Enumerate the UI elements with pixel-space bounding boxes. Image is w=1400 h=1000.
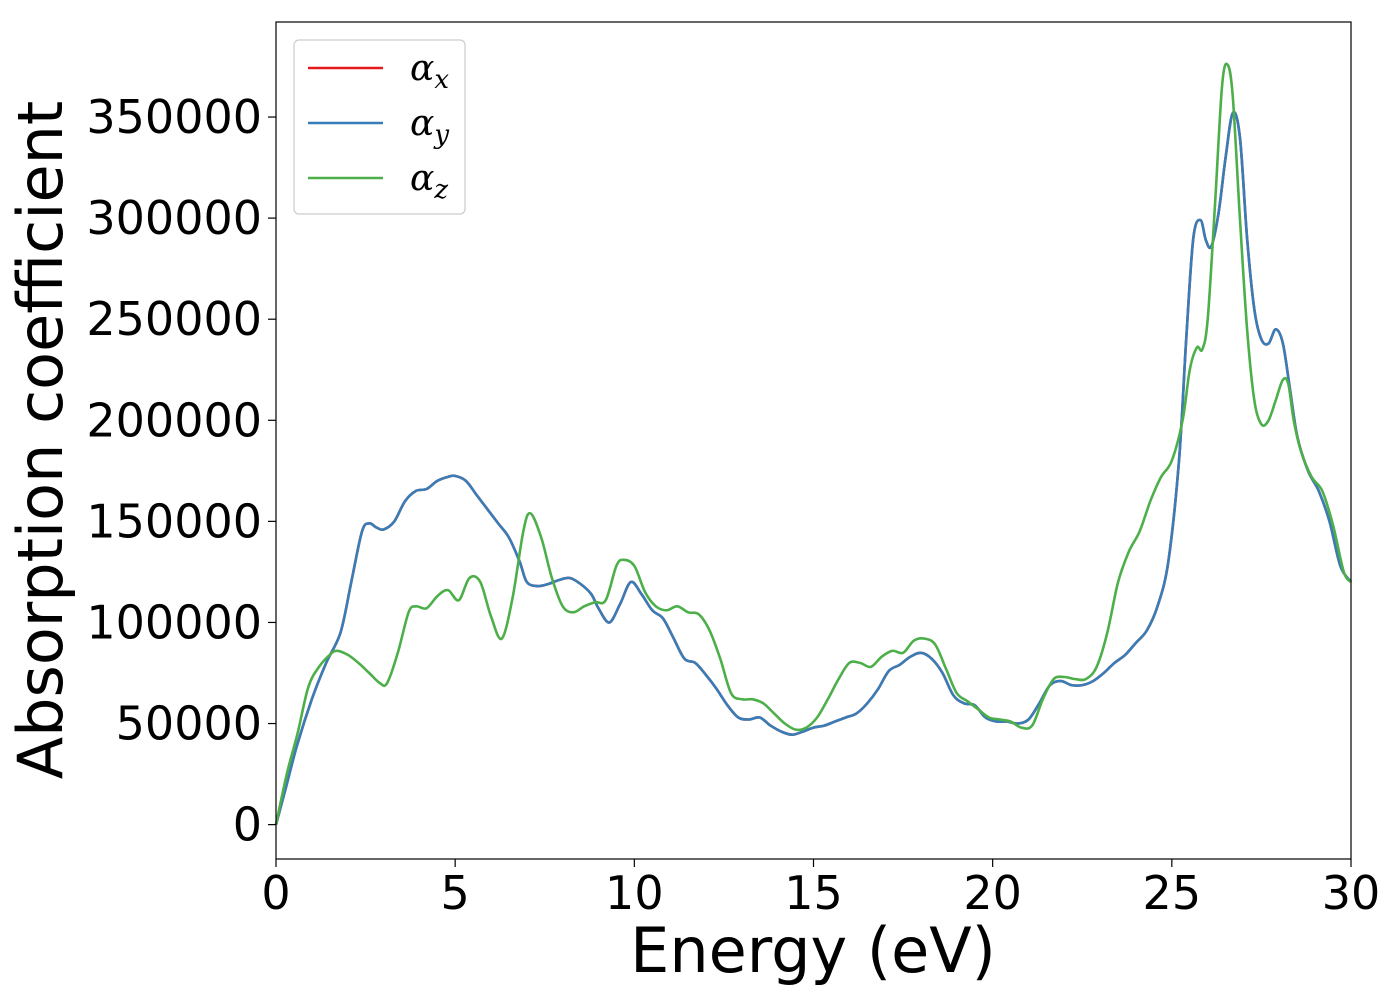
legend-box xyxy=(293,39,466,215)
series-layer xyxy=(274,62,1353,825)
y-tick-label: 0 xyxy=(233,798,262,852)
y-tick-label: 150000 xyxy=(86,494,262,548)
x-tick-label: 5 xyxy=(441,866,470,920)
x-tick-label: 20 xyxy=(963,866,1022,920)
x-tick-label: 15 xyxy=(784,866,843,920)
series-line-z xyxy=(274,62,1353,825)
y-axis-label: Absorption coefficient xyxy=(4,101,77,780)
y-tick-label: 350000 xyxy=(86,90,262,144)
y-tick-label: 100000 xyxy=(86,595,262,649)
series-line-y xyxy=(274,110,1353,825)
y-tick-label: 200000 xyxy=(86,393,262,447)
y-tick-label: 250000 xyxy=(86,292,262,346)
x-tick-label: 25 xyxy=(1143,866,1202,920)
x-tick-label: 30 xyxy=(1322,866,1381,920)
y-tick-label: 300000 xyxy=(86,191,262,245)
x-tick-label: 10 xyxy=(605,866,664,920)
x-axis-label: Energy (eV) xyxy=(630,914,996,987)
legend-label-y: αy xyxy=(410,103,449,150)
x-axis: 0 5 10 15 20 25 30 xyxy=(261,859,1380,920)
y-axis: 0 50000 100000 150000 200000 250000 300000 3500… xyxy=(86,90,276,852)
x-tick-label: 0 xyxy=(261,866,290,920)
y-tick-label: 50000 xyxy=(116,697,262,751)
